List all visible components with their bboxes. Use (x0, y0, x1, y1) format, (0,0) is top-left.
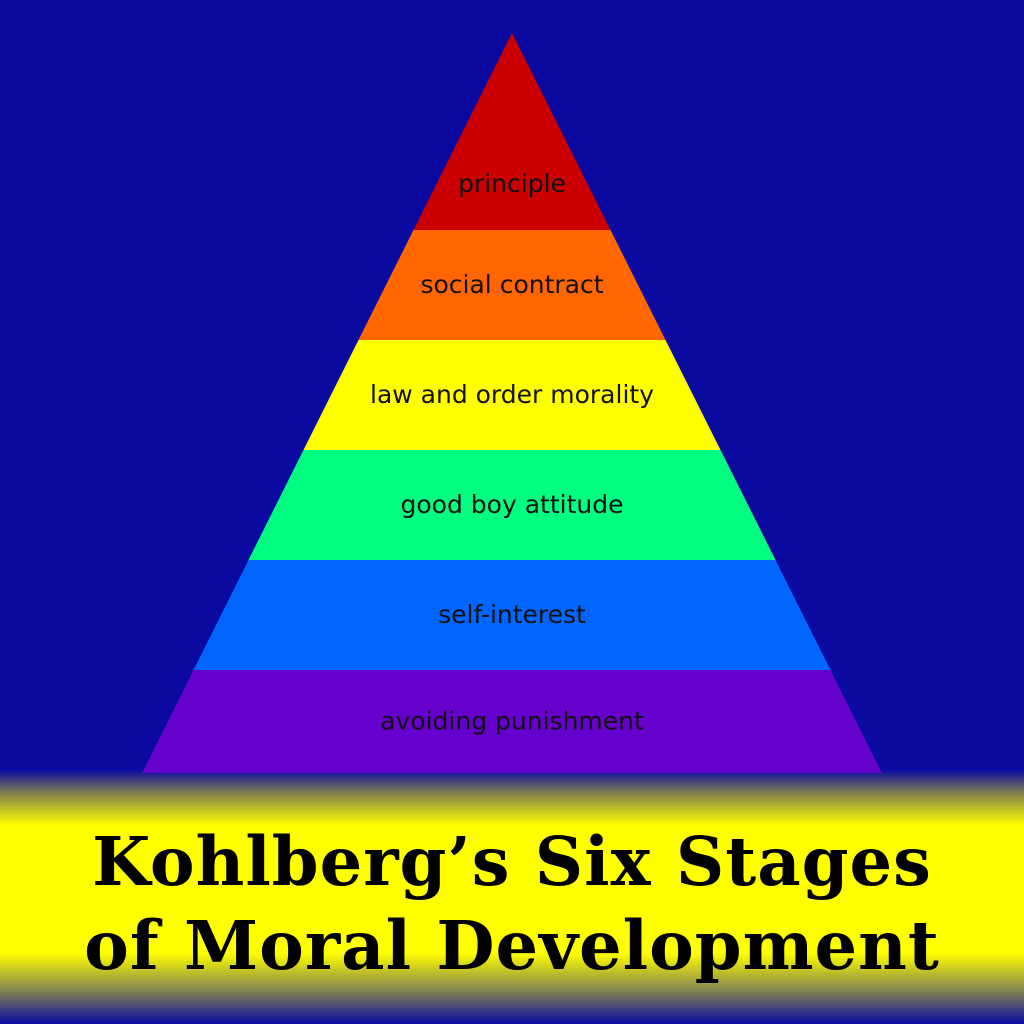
stage-layer-5 (358, 230, 666, 340)
stage-label-1: avoiding punishment (380, 707, 644, 736)
stage-layer-3 (248, 450, 776, 560)
title-line-1: Kohlberg’s Six Stages (92, 822, 932, 901)
title-band (0, 770, 1024, 1024)
stage-label-6: principle (458, 169, 566, 198)
diagram-title: Kohlberg’s Six Stages of Moral Developme… (0, 820, 1024, 988)
stage-label-2: self-interest (438, 600, 586, 629)
stage-layer-6 (413, 33, 611, 230)
pyramid-layers (142, 33, 882, 773)
stage-label-3: good boy attitude (401, 490, 624, 519)
stage-layer-2 (193, 560, 831, 670)
pyramid-labels: principle social contract law and order mo… (370, 169, 654, 736)
stage-layer-1 (142, 670, 882, 773)
stage-layer-4 (303, 340, 721, 450)
stage-label-4: law and order morality (370, 380, 654, 409)
title-line-2: of Moral Development (84, 906, 940, 985)
stage-label-5: social contract (420, 270, 603, 299)
